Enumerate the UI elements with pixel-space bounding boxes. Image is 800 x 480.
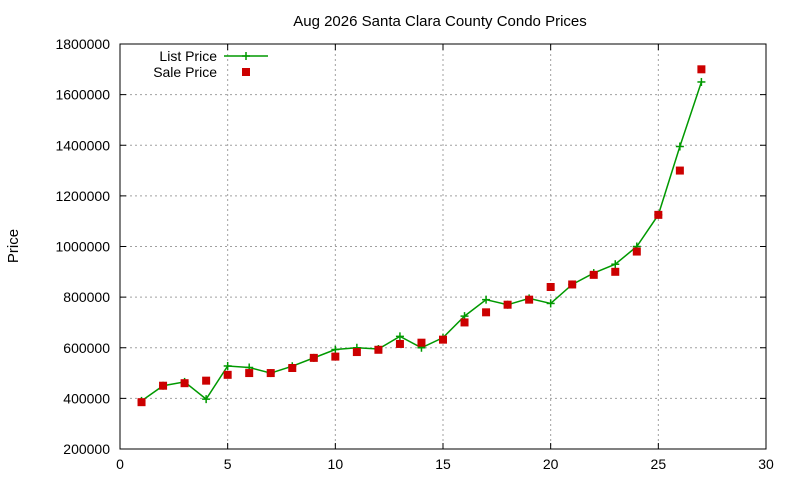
- x-tick-label: 20: [543, 456, 559, 472]
- chart-title: Aug 2026 Santa Clara County Condo Prices: [293, 13, 587, 30]
- y-tick-label: 1200000: [55, 188, 110, 204]
- x-tick-label: 5: [224, 456, 232, 472]
- x-tick-label: 0: [116, 456, 124, 472]
- sale-price-point: [675, 166, 684, 175]
- list-price-point: [697, 77, 706, 86]
- plot-area: [137, 65, 706, 407]
- list-price-point: [202, 395, 211, 404]
- y-tick-label: 1000000: [55, 239, 110, 255]
- sale-price-point: [697, 65, 706, 74]
- list-price-point: [395, 332, 404, 341]
- sale-price-point: [180, 379, 189, 388]
- list-price-point: [331, 345, 340, 354]
- sale-price-point: [482, 308, 491, 317]
- sale-price-point: [654, 210, 663, 219]
- sale-price-point: [417, 338, 426, 347]
- sale-price-point: [159, 381, 168, 390]
- sale-price-point: [611, 267, 620, 276]
- sale-price-point: [525, 295, 534, 304]
- y-axis-label: Price: [5, 229, 22, 263]
- list-price-point: [546, 299, 555, 308]
- sale-price-point: [202, 376, 211, 385]
- sale-price-point: [352, 348, 361, 357]
- list-price-point: [675, 142, 684, 151]
- sale-price-point: [331, 352, 340, 361]
- y-tick-label: 200000: [63, 441, 110, 457]
- sale-price-point: [632, 247, 641, 256]
- legend-marker-list-price: [242, 52, 250, 60]
- sale-price-point: [223, 370, 232, 379]
- sale-price-point: [460, 318, 469, 327]
- x-tick-label: 10: [328, 456, 344, 472]
- sale-price-point: [589, 270, 598, 279]
- sale-price-point: [309, 353, 318, 362]
- legend-marker-sale-price: [242, 68, 250, 76]
- sale-price-point: [266, 369, 275, 378]
- sale-price-point: [137, 398, 146, 407]
- sale-price-point: [503, 300, 512, 309]
- sale-price-point: [374, 345, 383, 354]
- sale-price-point: [245, 369, 254, 378]
- axes: 200000 400000 600000 800000 1000000 1200000 14…: [55, 36, 774, 472]
- grid-lines: [120, 44, 766, 449]
- sale-price-point: [546, 283, 555, 291]
- sale-price-point: [288, 364, 297, 372]
- list-price-point: [611, 260, 620, 269]
- x-tick-label: 15: [435, 456, 451, 472]
- sale-price-point: [395, 339, 404, 348]
- y-tick-label: 600000: [63, 340, 110, 356]
- y-tick-label: 1400000: [55, 137, 110, 153]
- list-price-point: [482, 295, 491, 304]
- legend-label-sale-price: Sale Price: [153, 64, 217, 80]
- x-tick-label: 25: [651, 456, 667, 472]
- y-tick-label: 1600000: [55, 87, 110, 103]
- y-tick-label: 800000: [63, 289, 110, 305]
- x-tick-label: 30: [758, 456, 774, 472]
- list-price-point: [223, 361, 232, 370]
- y-tick-label: 1800000: [55, 36, 110, 52]
- sale-price-point: [439, 335, 447, 344]
- legend-label-list-price: List Price: [159, 48, 217, 64]
- sale-price-point: [568, 280, 577, 289]
- y-tick-label: 400000: [63, 390, 110, 406]
- list-price-line: [141, 81, 703, 402]
